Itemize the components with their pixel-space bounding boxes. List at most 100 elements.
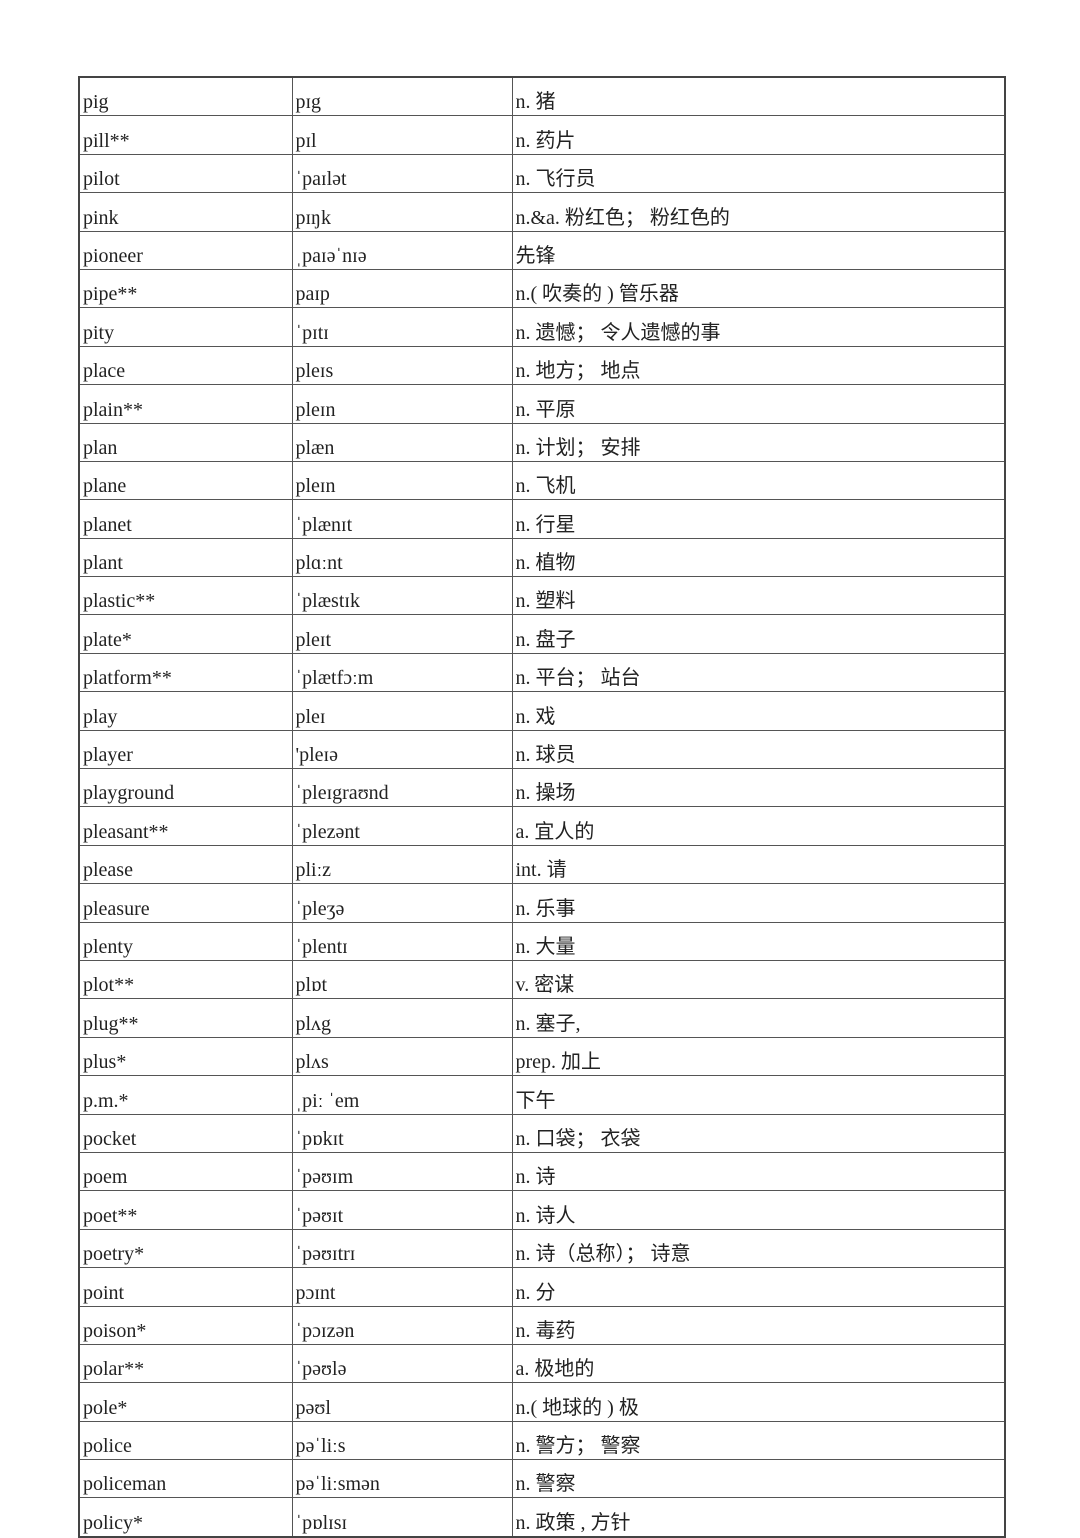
- table-row: playground ˈpleɪgraʊnd n. 操场: [78, 768, 1006, 808]
- table-row: platform** ˈplætfɔːm n. 平台； 站台: [78, 652, 1006, 693]
- table-row: policeman pəˈliːsmən n. 警察: [78, 1459, 1006, 1499]
- phonetic-cell: ˈpəʊɪt: [291, 1190, 513, 1230]
- phonetic-cell: ˈpleʒə: [291, 883, 513, 923]
- word-cell: pleasant**: [78, 806, 293, 846]
- word-cell: pleasure: [78, 883, 293, 923]
- definition-cell: n. 塑料: [511, 576, 1006, 616]
- table-row: pleasure ˈpleʒə n. 乐事: [78, 883, 1006, 923]
- table-row: plane pleɪn n. 飞机: [78, 460, 1006, 501]
- word-cell: policeman: [78, 1459, 293, 1499]
- word-cell: plan: [78, 422, 293, 462]
- definition-cell: int. 请: [511, 844, 1006, 885]
- table-row: poem ˈpəʊɪm n. 诗: [78, 1151, 1006, 1192]
- table-row: pleasant** ˈplezənt a. 宜人的: [78, 806, 1006, 846]
- table-row: plate* pleɪt n. 盘子: [78, 614, 1006, 654]
- phonetic-cell: ˈplænɪt: [291, 499, 513, 539]
- definition-cell: n. 球员: [511, 729, 1006, 770]
- definition-cell: n. 口袋； 衣袋: [511, 1113, 1006, 1153]
- table-row: policy* ˈpɒlɪsɪ n. 政策 , 方针: [78, 1497, 1006, 1538]
- phonetic-cell: paɪp: [291, 268, 513, 309]
- phonetic-cell: pɪg: [291, 76, 513, 117]
- table-row: pilot ˈpaɪlət n. 飞行员: [78, 153, 1006, 194]
- word-cell: pig: [78, 76, 293, 117]
- definition-cell: 先锋: [511, 230, 1006, 270]
- phonetic-cell: ˈpɪtɪ: [291, 307, 513, 347]
- phonetic-cell: pleɪs: [291, 345, 513, 386]
- table-row: pill** pɪl n. 药片: [78, 115, 1006, 155]
- phonetic-cell: ˈpəʊɪtrɪ: [291, 1228, 513, 1269]
- table-row: plain** pleɪn n. 平原: [78, 384, 1006, 424]
- word-cell: pity: [78, 307, 293, 347]
- definition-cell: v. 密谋: [511, 959, 1006, 1000]
- word-cell: please: [78, 844, 293, 885]
- table-row: poet** ˈpəʊɪt n. 诗人: [78, 1190, 1006, 1230]
- phonetic-cell: plʌg: [291, 998, 513, 1038]
- word-cell: place: [78, 345, 293, 386]
- word-cell: plug**: [78, 998, 293, 1038]
- phonetic-cell: ˈplentɪ: [291, 921, 513, 961]
- table-row: pink pɪŋk n.&a. 粉红色； 粉红色的: [78, 192, 1006, 232]
- word-cell: poetry*: [78, 1228, 293, 1269]
- definition-cell: n. 操场: [511, 768, 1006, 808]
- table-row: point pɔɪnt n. 分: [78, 1267, 1006, 1307]
- word-cell: pioneer: [78, 230, 293, 270]
- word-cell: pilot: [78, 153, 293, 194]
- table-row: pity ˈpɪtɪ n. 遗憾； 令人遗憾的事: [78, 307, 1006, 347]
- word-cell: playground: [78, 768, 293, 808]
- definition-cell: n.( 吹奏的 ) 管乐器: [511, 268, 1006, 309]
- definition-cell: n. 植物: [511, 537, 1006, 578]
- word-cell: point: [78, 1267, 293, 1307]
- definition-cell: n. 药片: [511, 115, 1006, 155]
- definition-cell: prep. 加上: [511, 1036, 1006, 1077]
- phonetic-cell: ˈpleɪgraʊnd: [291, 768, 513, 808]
- table-row: pipe** paɪp n.( 吹奏的 ) 管乐器: [78, 268, 1006, 309]
- phonetic-cell: ˈpɒkɪt: [291, 1113, 513, 1153]
- word-cell: pill**: [78, 115, 293, 155]
- definition-cell: n. 飞机: [511, 460, 1006, 501]
- word-cell: plenty: [78, 921, 293, 961]
- definition-cell: n. 诗: [511, 1151, 1006, 1192]
- definition-cell: a. 极地的: [511, 1343, 1006, 1384]
- phonetic-cell: ˈpaɪlət: [291, 153, 513, 194]
- word-cell: plate*: [78, 614, 293, 654]
- word-cell: planet: [78, 499, 293, 539]
- vocabulary-table-body: pig pɪg n. 猪 pill** pɪl n. 药片 pilot ˈpaɪlət n. 飞…: [78, 76, 1006, 1538]
- definition-cell: n. 诗（总称）； 诗意: [511, 1228, 1006, 1269]
- definition-cell: n. 盘子: [511, 614, 1006, 654]
- table-row: please pliːz int. 请: [78, 844, 1006, 885]
- phonetic-cell: ˈplezənt: [291, 806, 513, 846]
- table-row: plastic** ˈplæstɪk n. 塑料: [78, 576, 1006, 616]
- phonetic-cell: ˌpaɪəˈnɪə: [291, 230, 513, 270]
- word-cell: policy*: [78, 1497, 293, 1538]
- definition-cell: n. 猪: [511, 76, 1006, 117]
- phonetic-cell: pliːz: [291, 844, 513, 885]
- phonetic-cell: ˈpɔɪzən: [291, 1305, 513, 1345]
- table-row: plenty ˈplentɪ n. 大量: [78, 921, 1006, 961]
- vocabulary-table: pig pɪg n. 猪 pill** pɪl n. 药片 pilot ˈpaɪlət n. 飞…: [78, 76, 1006, 1538]
- word-cell: poem: [78, 1151, 293, 1192]
- word-cell: platform**: [78, 652, 293, 693]
- table-row: player'pleɪə n. 球员: [78, 729, 1006, 770]
- phonetic-cell: ˈplætfɔːm: [291, 652, 513, 693]
- table-row: play pleɪ n. 戏: [78, 691, 1006, 731]
- definition-cell: n. 平台； 站台: [511, 652, 1006, 693]
- table-row: poison* ˈpɔɪzən n. 毒药: [78, 1305, 1006, 1345]
- word-cell: police: [78, 1420, 293, 1461]
- definition-cell: n. 计划； 安排: [511, 422, 1006, 462]
- phonetic-cell: ˈpəʊlə: [291, 1343, 513, 1384]
- word-cell: polar**: [78, 1343, 293, 1384]
- phonetic-cell: pleɪt: [291, 614, 513, 654]
- definition-cell: n. 塞子,: [511, 998, 1006, 1038]
- definition-cell: a. 宜人的: [511, 806, 1006, 846]
- phonetic-cell: pɪŋk: [291, 192, 513, 232]
- definition-cell: n. 大量: [511, 921, 1006, 961]
- phonetic-cell: pɪl: [291, 115, 513, 155]
- definition-cell: n. 飞行员: [511, 153, 1006, 194]
- word-cell: pocket: [78, 1113, 293, 1153]
- phonetic-cell: ˈpəʊɪm: [291, 1151, 513, 1192]
- table-row: pig pɪg n. 猪: [78, 76, 1006, 117]
- table-row: pioneer ˌpaɪəˈnɪə 先锋: [78, 230, 1006, 270]
- table-row: plot** plɒt v. 密谋: [78, 959, 1006, 1000]
- table-row: p.m.* ˌpiː ˈem 下午: [78, 1075, 1006, 1115]
- definition-cell: n. 地方； 地点: [511, 345, 1006, 386]
